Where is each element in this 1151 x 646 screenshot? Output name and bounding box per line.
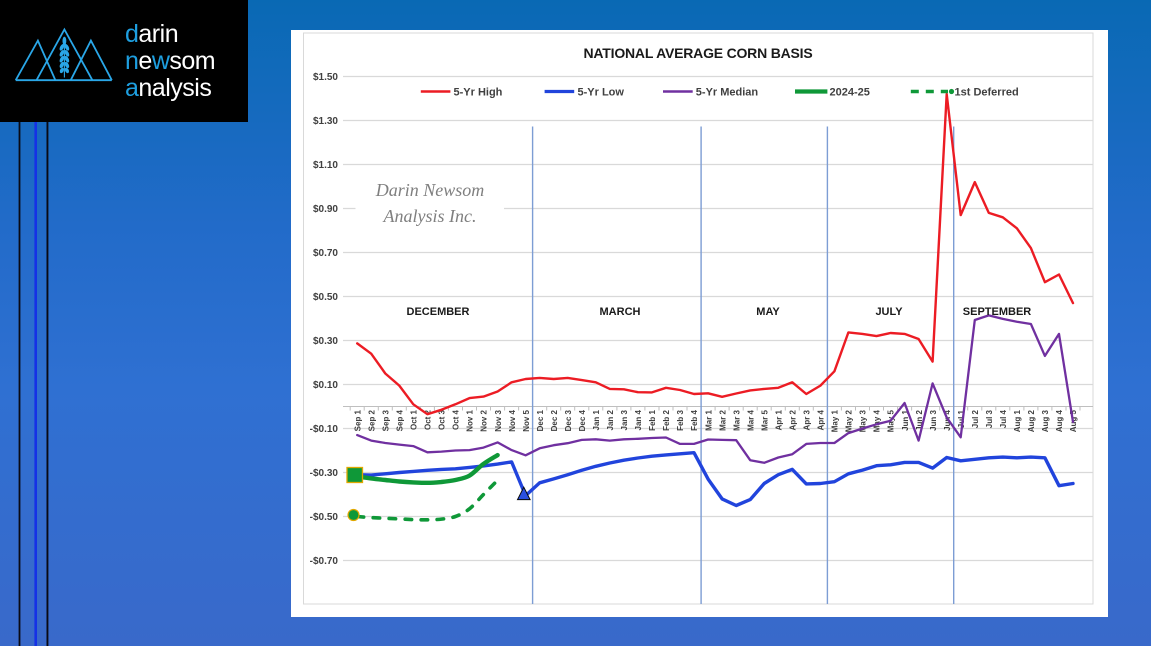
svg-text:$1.30: $1.30: [313, 116, 338, 127]
svg-text:Mar 3: Mar 3: [732, 409, 741, 430]
svg-text:Feb 3: Feb 3: [676, 409, 685, 430]
svg-text:May 3: May 3: [859, 409, 868, 432]
svg-text:Jun 3: Jun 3: [929, 409, 938, 430]
svg-text:Oct 4: Oct 4: [452, 409, 461, 430]
svg-text:Jun 1: Jun 1: [901, 409, 910, 430]
svg-text:Mar 5: Mar 5: [760, 409, 769, 430]
svg-text:Dec 3: Dec 3: [564, 409, 573, 431]
svg-text:NATIONAL AVERAGE CORN BASIS: NATIONAL AVERAGE CORN BASIS: [584, 45, 813, 61]
svg-text:Oct 3: Oct 3: [438, 409, 447, 430]
svg-text:Nov 5: Nov 5: [522, 409, 531, 431]
svg-text:Sep 3: Sep 3: [382, 409, 391, 431]
svg-text:Dec 2: Dec 2: [550, 409, 559, 431]
svg-text:5-Yr High: 5-Yr High: [454, 87, 503, 99]
svg-text:Sep 4: Sep 4: [396, 409, 405, 431]
svg-text:Jan 4: Jan 4: [634, 409, 643, 430]
svg-text:DECEMBER: DECEMBER: [407, 306, 470, 318]
svg-text:Jan 2: Jan 2: [606, 409, 615, 430]
svg-text:Apr 2: Apr 2: [789, 409, 798, 430]
svg-text:Apr 3: Apr 3: [803, 409, 812, 430]
svg-text:Nov 3: Nov 3: [494, 409, 503, 431]
svg-text:darin: darin: [125, 20, 178, 48]
svg-text:-$0.10: -$0.10: [310, 424, 339, 435]
svg-text:Oct 2: Oct 2: [424, 409, 433, 430]
svg-text:Jan 1: Jan 1: [592, 409, 601, 430]
svg-text:MAY: MAY: [756, 306, 780, 318]
svg-text:Oct 1: Oct 1: [410, 409, 419, 430]
svg-text:Sep 2: Sep 2: [367, 409, 376, 431]
svg-text:Apr 4: Apr 4: [817, 409, 826, 430]
svg-text:-$0.70: -$0.70: [310, 556, 339, 567]
svg-text:Sep 1: Sep 1: [353, 409, 362, 431]
svg-text:$1.50: $1.50: [313, 72, 338, 83]
svg-text:Jul 4: Jul 4: [999, 409, 1008, 428]
svg-text:Aug 1: Aug 1: [1013, 409, 1022, 432]
svg-text:-$0.50: -$0.50: [310, 512, 339, 523]
svg-text:5-Yr Median: 5-Yr Median: [696, 87, 759, 99]
svg-text:Aug 3: Aug 3: [1041, 409, 1050, 432]
svg-text:$0.50: $0.50: [313, 292, 338, 303]
svg-text:$0.10: $0.10: [313, 380, 338, 391]
svg-text:MARCH: MARCH: [600, 306, 641, 318]
svg-text:Dec 1: Dec 1: [536, 409, 545, 431]
svg-text:Jul 3: Jul 3: [985, 409, 994, 428]
svg-text:Nov 1: Nov 1: [466, 409, 475, 431]
svg-text:Mar 2: Mar 2: [718, 409, 727, 430]
svg-text:Aug 2: Aug 2: [1027, 409, 1036, 432]
svg-text:May 2: May 2: [845, 409, 854, 432]
svg-text:newsom: newsom: [125, 47, 215, 75]
svg-text:Dec 4: Dec 4: [578, 409, 587, 431]
svg-text:Mar 1: Mar 1: [704, 409, 713, 430]
svg-text:SEPTEMBER: SEPTEMBER: [963, 306, 1032, 318]
svg-text:Jun 2: Jun 2: [915, 409, 924, 430]
svg-text:5-Yr Low: 5-Yr Low: [578, 87, 625, 99]
svg-text:JULY: JULY: [875, 306, 903, 318]
svg-text:Jul 2: Jul 2: [971, 409, 980, 428]
svg-text:Mar 4: Mar 4: [746, 409, 755, 430]
svg-text:2024-25: 2024-25: [830, 87, 870, 99]
svg-text:analysis: analysis: [125, 74, 211, 102]
svg-text:$0.90: $0.90: [313, 204, 338, 215]
svg-text:1st Deferred: 1st Deferred: [955, 87, 1019, 99]
svg-text:$0.70: $0.70: [313, 248, 338, 259]
svg-text:Aug 4: Aug 4: [1055, 409, 1064, 432]
svg-text:Analysis Inc.: Analysis Inc.: [383, 206, 477, 226]
svg-text:$1.10: $1.10: [313, 160, 338, 171]
svg-text:$0.30: $0.30: [313, 336, 338, 347]
svg-text:Nov 4: Nov 4: [508, 409, 517, 431]
svg-text:Jul 1: Jul 1: [957, 409, 966, 428]
svg-text:Nov 2: Nov 2: [480, 409, 489, 431]
svg-text:May 1: May 1: [831, 409, 840, 432]
svg-text:May 4: May 4: [873, 409, 882, 432]
svg-text:Apr 1: Apr 1: [775, 409, 784, 430]
svg-text:-$0.30: -$0.30: [310, 468, 339, 479]
svg-text:Feb 2: Feb 2: [662, 409, 671, 430]
svg-text:Feb 1: Feb 1: [648, 409, 657, 430]
svg-text:Feb 4: Feb 4: [690, 409, 699, 430]
svg-text:Jan 3: Jan 3: [620, 409, 629, 430]
svg-text:Darin Newsom: Darin Newsom: [375, 180, 485, 200]
